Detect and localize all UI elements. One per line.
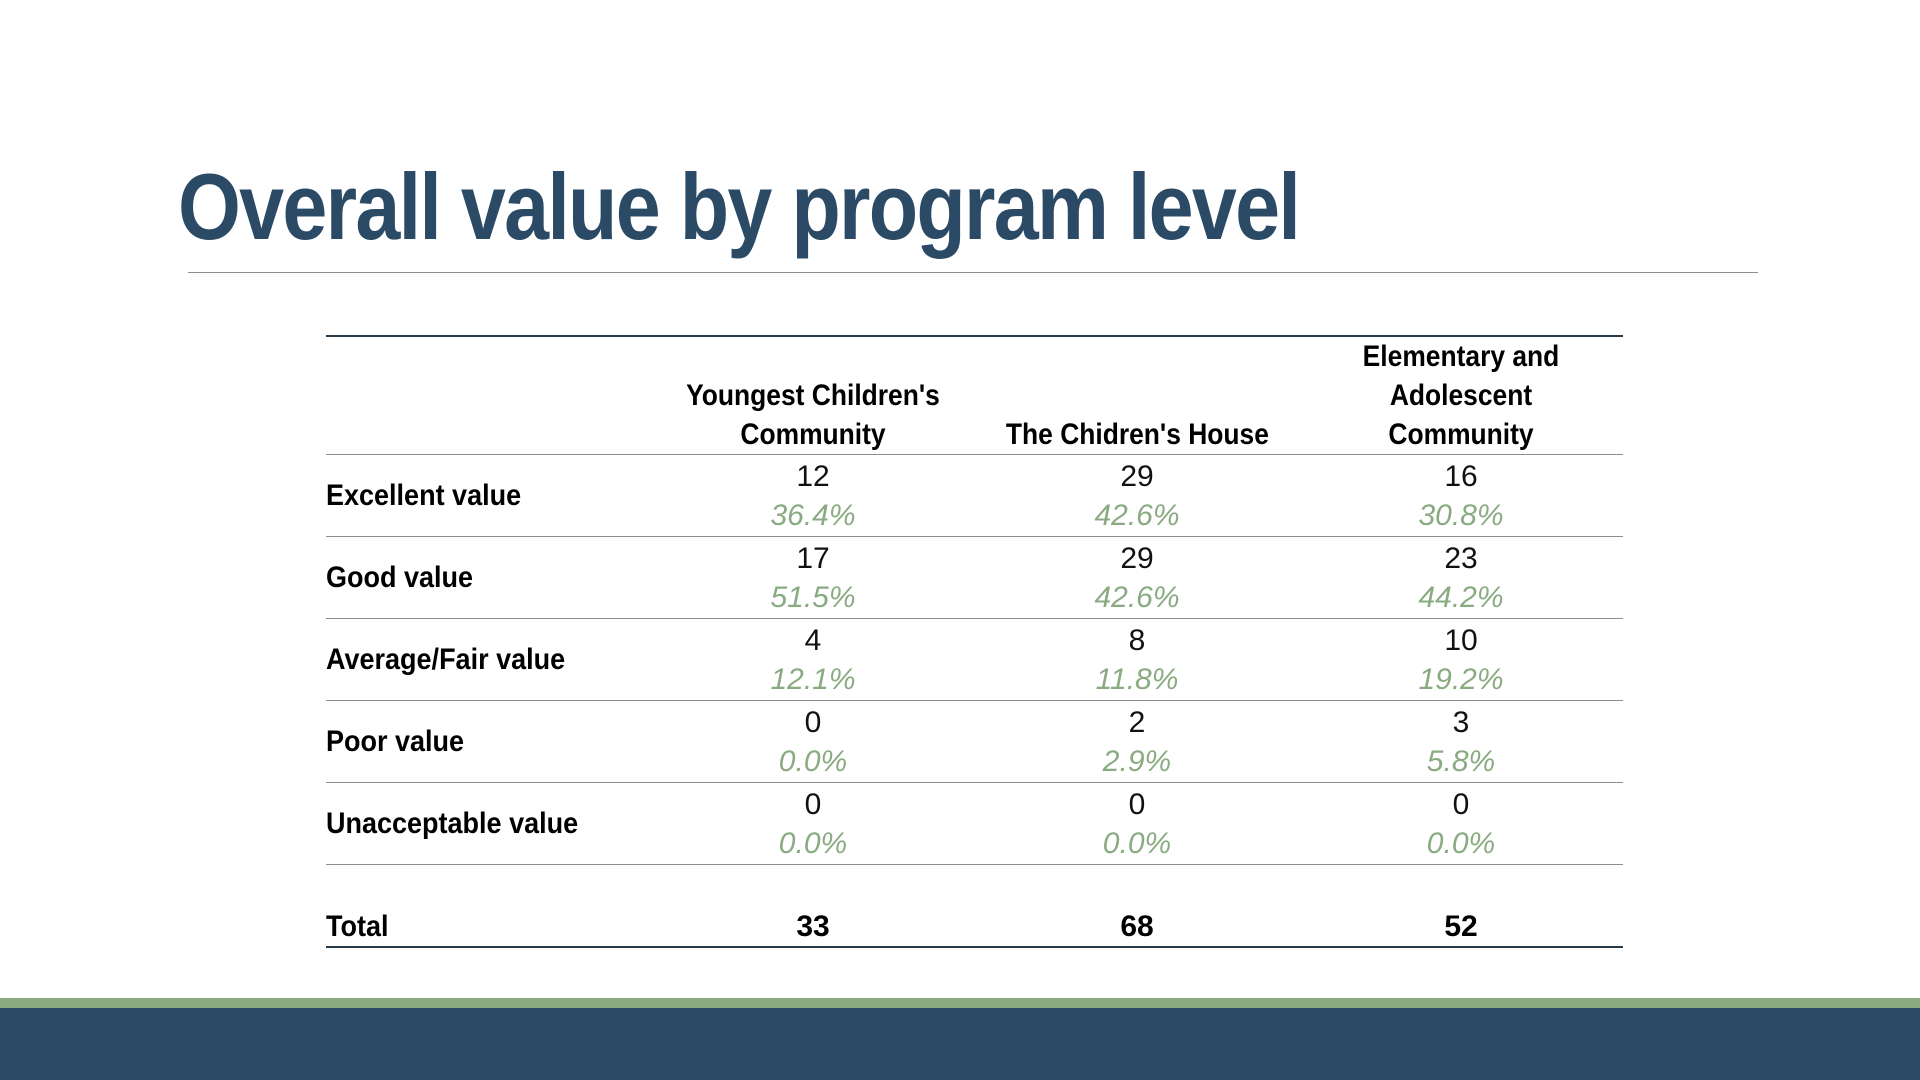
footer-bar — [0, 1008, 1920, 1080]
table-row: Good value 17 51.5% 29 42.6% 23 44.2% — [326, 537, 1623, 619]
total-value: 52 — [1444, 910, 1478, 943]
count-value: 23 — [1444, 541, 1478, 575]
table-cell: 17 51.5% — [651, 537, 975, 619]
header-empty-cell — [326, 336, 651, 455]
percent-value: 11.8% — [1095, 662, 1179, 696]
count-value: 0 — [1452, 787, 1470, 821]
count-value: 0 — [1128, 787, 1146, 821]
row-label: Good value — [326, 560, 474, 594]
percent-value: 51.5% — [770, 580, 856, 614]
table-cell: 8 11.8% — [975, 619, 1299, 701]
table-cell: 23 44.2% — [1299, 537, 1623, 619]
percent-value: 0.0% — [1426, 826, 1496, 860]
table-header-row: Youngest Children's Community The Chidre… — [326, 336, 1623, 455]
table-cell: 2 2.9% — [975, 701, 1299, 783]
value-table: Youngest Children's Community The Chidre… — [326, 335, 1623, 948]
count-value: 8 — [1128, 623, 1146, 657]
table-cell: 29 42.6% — [975, 537, 1299, 619]
percent-value: 0.0% — [778, 826, 848, 860]
percent-value: 44.2% — [1418, 580, 1504, 614]
percent-value: 42.6% — [1094, 498, 1180, 532]
table-cell: 16 30.8% — [1299, 455, 1623, 537]
count-value: 3 — [1452, 705, 1470, 739]
table-row: Excellent value 12 36.4% 29 42.6% 16 30.… — [326, 455, 1623, 537]
percent-value: 0.0% — [1102, 826, 1172, 860]
slide-title: Overall value by program level — [178, 154, 1301, 259]
table-row: Unacceptable value 0 0.0% 0 0.0% 0 0.0% — [326, 783, 1623, 865]
table-cell: 0 0.0% — [651, 783, 975, 865]
row-label: Unacceptable value — [326, 806, 579, 840]
percent-value: 36.4% — [770, 498, 856, 532]
table-cell: 29 42.6% — [975, 455, 1299, 537]
table-cell: 0 0.0% — [1299, 783, 1623, 865]
column-header: The Chidren's House — [1005, 418, 1269, 451]
table-cell: 12 36.4% — [651, 455, 975, 537]
count-value: 17 — [796, 541, 830, 575]
row-label: Excellent value — [326, 478, 522, 512]
percent-value: 0.0% — [778, 744, 848, 778]
table-row: Poor value 0 0.0% 2 2.9% 3 5.8% — [326, 701, 1623, 783]
count-value: 2 — [1128, 705, 1146, 739]
count-value: 0 — [804, 787, 822, 821]
total-value: 33 — [796, 910, 830, 943]
table-cell: 3 5.8% — [1299, 701, 1623, 783]
percent-value: 19.2% — [1418, 662, 1504, 696]
count-value: 10 — [1444, 623, 1478, 657]
total-label: Total — [326, 910, 389, 943]
title-divider — [188, 272, 1758, 273]
count-value: 29 — [1120, 541, 1154, 575]
percent-value: 5.8% — [1426, 744, 1496, 778]
table-cell: 10 19.2% — [1299, 619, 1623, 701]
count-value: 4 — [804, 623, 822, 657]
percent-value: 30.8% — [1418, 498, 1504, 532]
percent-value: 2.9% — [1102, 744, 1172, 778]
total-row: Total 33 68 52 — [326, 865, 1623, 947]
row-label: Average/Fair value — [326, 642, 566, 676]
percent-value: 12.1% — [770, 662, 856, 696]
table-cell: 0 0.0% — [651, 701, 975, 783]
total-value: 68 — [1120, 910, 1154, 943]
table-cell: 0 0.0% — [975, 783, 1299, 865]
column-header: Elementary and Adolescent Community — [1362, 340, 1560, 451]
percent-value: 42.6% — [1094, 580, 1180, 614]
row-label: Poor value — [326, 724, 465, 758]
count-value: 16 — [1444, 459, 1478, 493]
table-row: Average/Fair value 4 12.1% 8 11.8% 10 19… — [326, 619, 1623, 701]
footer-accent-bar — [0, 998, 1920, 1008]
table-cell: 4 12.1% — [651, 619, 975, 701]
count-value: 29 — [1120, 459, 1154, 493]
count-value: 12 — [796, 459, 830, 493]
column-header: Youngest Children's Community — [686, 379, 940, 451]
count-value: 0 — [804, 705, 822, 739]
